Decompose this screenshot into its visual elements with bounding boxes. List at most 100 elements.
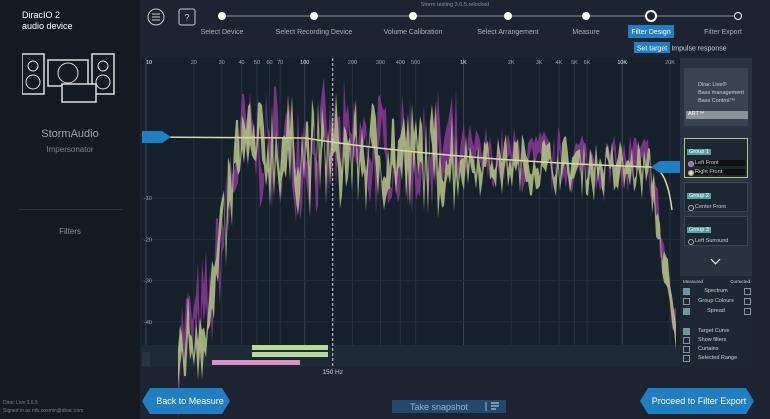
channel-name[interactable]: Right Front [695, 169, 745, 175]
channel-name[interactable]: Left Surround [695, 238, 729, 244]
group-name[interactable]: Group 1 [687, 149, 711, 155]
group-card[interactable]: Group 1 Left Front Right Front [684, 138, 748, 178]
checkbox[interactable] [683, 328, 690, 335]
tab[interactable]: Impulse response [671, 46, 726, 53]
x-tick-label: 60 [266, 60, 272, 66]
step-label[interactable]: Select Device [201, 29, 244, 36]
menu-item[interactable]: Bass management [698, 90, 744, 96]
y-tick-label: -10 [144, 196, 152, 202]
section-label[interactable]: Filters [59, 227, 81, 236]
sidebar: DiracIO 2 audio device StormAudio Impers… [0, 0, 140, 419]
toggle-label[interactable]: Selected Range [698, 355, 738, 361]
group-name[interactable]: Group 2 [687, 193, 711, 199]
target-handle[interactable] [142, 131, 171, 143]
divider [18, 209, 122, 210]
checkbox[interactable] [683, 355, 690, 362]
step-dot[interactable] [310, 12, 318, 20]
checkbox[interactable] [683, 337, 690, 344]
step-dot[interactable] [645, 10, 657, 22]
step-label[interactable]: Filter Export [704, 29, 742, 36]
right-panel: Dirac Live® Bass management Bass Control™ A… [680, 58, 752, 368]
help-button[interactable] [178, 8, 196, 26]
back-button[interactable]: Back to Measure [156, 396, 224, 406]
x-tick-label: 50 [254, 60, 260, 66]
menu-button[interactable] [147, 8, 165, 26]
checkbox[interactable] [683, 288, 690, 295]
range-bar [252, 345, 328, 350]
y-tick-label: -40 [144, 320, 152, 326]
step-dot[interactable] [409, 12, 417, 20]
proceed-button[interactable]: Proceed to Filter Export [651, 396, 747, 406]
toggle-label[interactable]: Curtains [698, 346, 719, 352]
step-dot[interactable] [582, 12, 590, 20]
x-tick-label: 20K [665, 60, 675, 66]
checkbox[interactable] [744, 298, 751, 305]
menu-item[interactable]: Dirac Live® [698, 82, 727, 88]
proceed-button-bg[interactable] [640, 388, 754, 414]
channel-name[interactable]: Left Front [695, 160, 745, 166]
snapshot-button-bg[interactable] [392, 400, 506, 413]
x-tick-label: 3K [536, 60, 543, 66]
x-tick-label: 300 [376, 60, 385, 66]
brand: StormAudio [41, 128, 99, 140]
range-bar [252, 352, 328, 357]
channel-dot [688, 161, 694, 167]
step-label[interactable]: Select Recording Device [276, 29, 353, 36]
checkbox[interactable] [683, 308, 690, 315]
tab[interactable]: Set target [637, 46, 667, 53]
x-tick-label: 40 [239, 60, 245, 66]
x-tick-label: 200 [348, 60, 357, 66]
channel-dot [688, 205, 694, 211]
step-label[interactable]: Filter Design [631, 29, 670, 36]
x-tick-label: 400 [396, 60, 405, 66]
group-card[interactable]: Group 2 Center Front [684, 182, 748, 212]
x-tick-label: 30 [219, 60, 225, 66]
step-dot[interactable] [218, 12, 226, 20]
step-label[interactable]: Volume Calibration [384, 29, 443, 36]
group-name[interactable]: Group 3 [687, 227, 711, 233]
back-button-bg[interactable] [142, 388, 230, 414]
target-curve [141, 136, 673, 211]
snapshot-list-icon[interactable] [491, 402, 499, 410]
range-bar [212, 360, 300, 365]
step-label[interactable]: Select Arrangement [477, 29, 539, 36]
step-label[interactable]: Measure [572, 29, 599, 36]
checkbox[interactable] [683, 346, 690, 353]
x-tick-label: 100 [300, 60, 309, 66]
checkbox[interactable] [744, 288, 751, 295]
toggle-label[interactable]: Target Curve [698, 328, 730, 334]
x-tick-label: 1K [460, 60, 467, 66]
group-card[interactable]: Group 3 Left Surround [684, 216, 748, 246]
window-title: Storm testing 3.6.5.relocked [421, 2, 489, 8]
collapse-arrow[interactable] [710, 254, 721, 265]
product: Impersonator [46, 145, 94, 154]
y-tick-label: -20 [144, 237, 152, 243]
channel-name[interactable]: Center Front [695, 204, 726, 210]
menu-icon [152, 13, 160, 21]
x-tick-label: 10 [146, 60, 152, 66]
art-button[interactable]: ART™ [686, 111, 748, 119]
speaker-illustration [22, 53, 115, 103]
x-tick-label: 70 [277, 60, 283, 66]
menu-item[interactable]: Bass Control™ [698, 98, 735, 104]
signed-in: Signed in as nils.cosmin@dirac.com [3, 408, 84, 414]
snapshot-button[interactable]: Take snapshot [409, 401, 469, 412]
toggle-label[interactable]: Show filters [698, 337, 727, 343]
version: Dirac Live 3.6.5 [3, 400, 38, 406]
range-handles [142, 352, 150, 366]
checkbox[interactable] [744, 308, 751, 315]
tab-active-bg [634, 42, 670, 53]
device-name: DiracIO 2 [22, 10, 61, 20]
checkbox[interactable] [683, 298, 690, 305]
spread-band [178, 92, 676, 387]
target-handle[interactable] [651, 161, 680, 173]
channel-dot [688, 239, 694, 245]
x-tick-label: 6K [584, 60, 591, 66]
column-header: Corrected [730, 279, 750, 284]
step-dot[interactable] [504, 12, 512, 20]
help-icon: ? [184, 13, 189, 23]
x-tick-label: 4K [556, 60, 563, 66]
step-dot[interactable] [734, 12, 742, 20]
